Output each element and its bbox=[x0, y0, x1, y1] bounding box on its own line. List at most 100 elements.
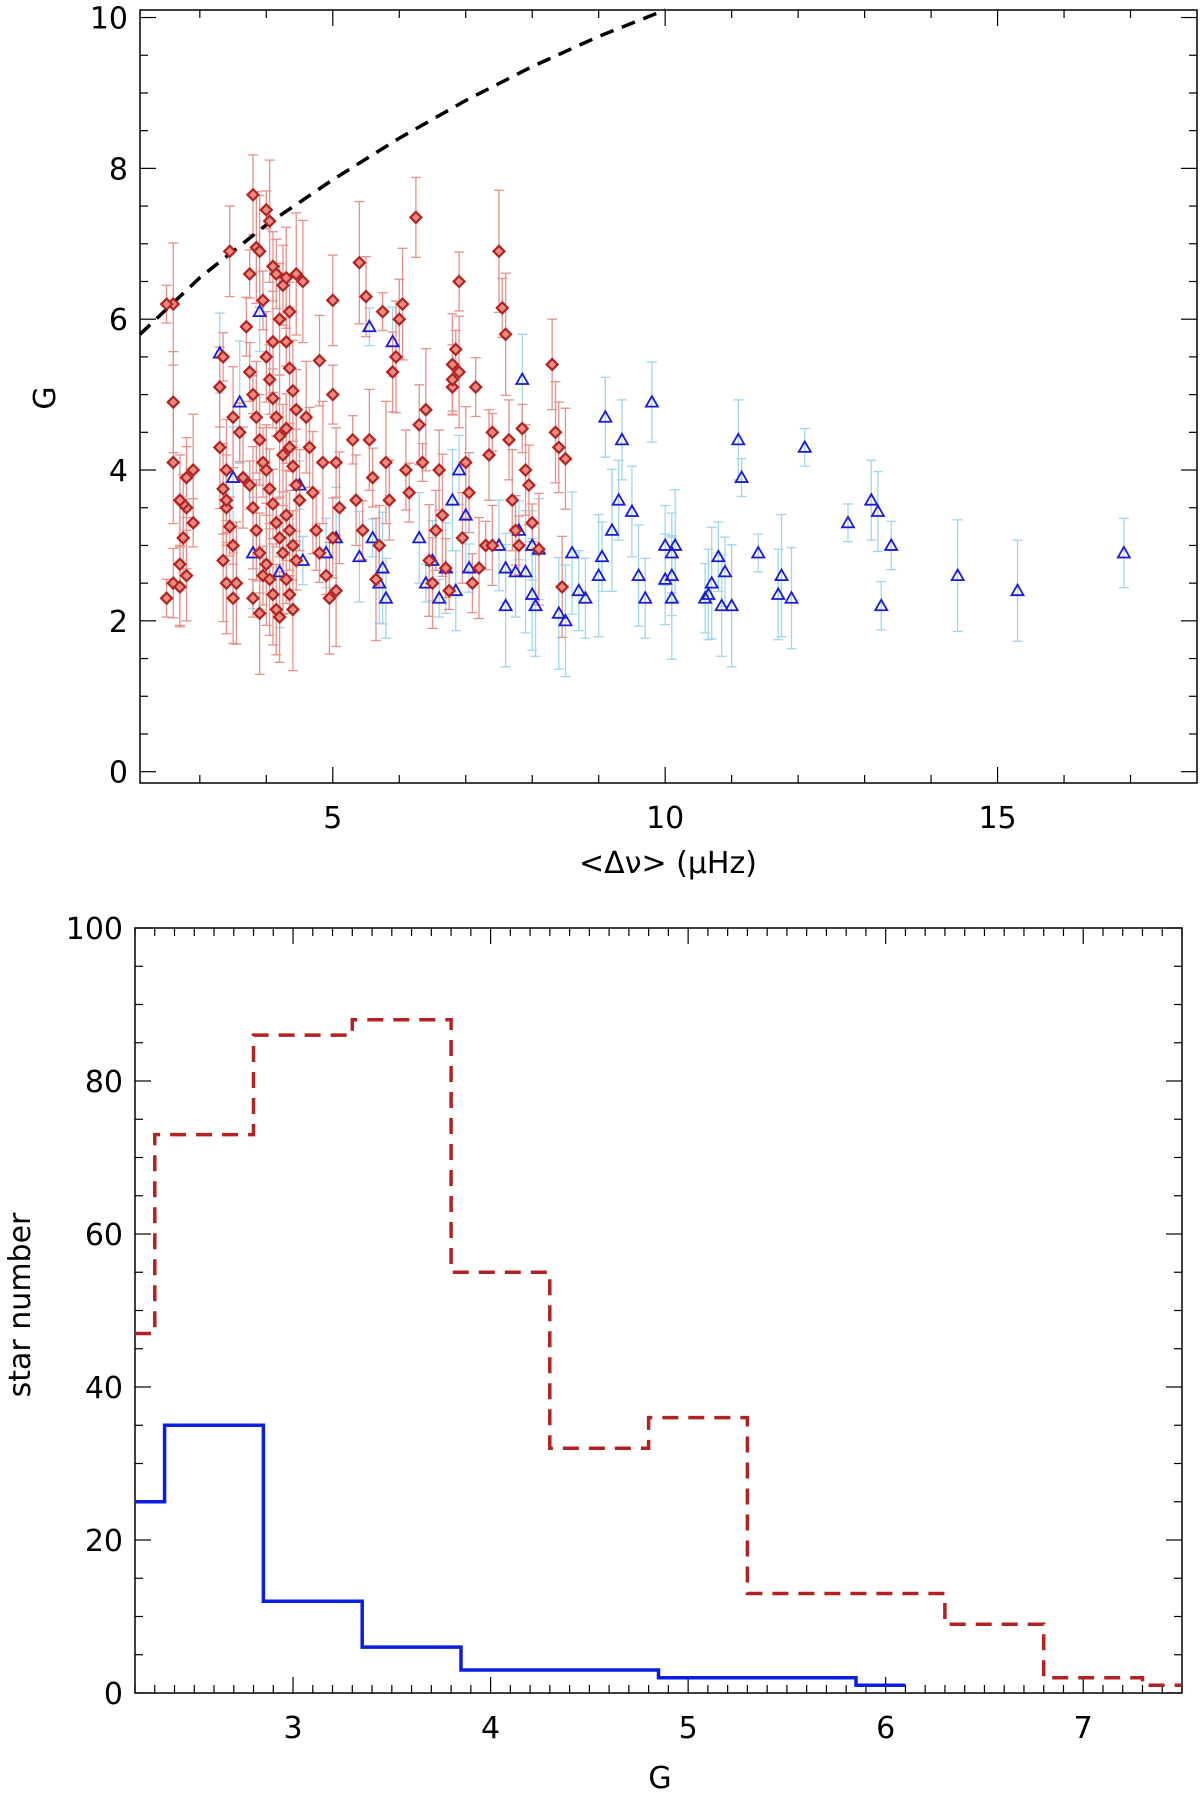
diamond-point bbox=[269, 515, 284, 530]
triangle-point bbox=[571, 582, 587, 597]
diamond-point bbox=[358, 289, 374, 304]
histogram-red-dashed-series bbox=[135, 1018, 1182, 1688]
diamond-point bbox=[216, 349, 231, 364]
triangle-point bbox=[557, 613, 574, 627]
triangle-point bbox=[714, 597, 730, 612]
diamond-point bbox=[279, 508, 294, 523]
diamond-point bbox=[448, 342, 463, 357]
diamond-point bbox=[521, 478, 536, 493]
triangle-point bbox=[361, 318, 377, 333]
diamond-point bbox=[302, 440, 317, 455]
diamond-point bbox=[508, 523, 523, 538]
diamond-point bbox=[375, 304, 390, 319]
diamond-point bbox=[329, 455, 344, 470]
diamond-point bbox=[279, 270, 294, 285]
diamond-point bbox=[279, 421, 294, 436]
diamond-point bbox=[415, 455, 430, 470]
diamond-point bbox=[289, 402, 304, 417]
y-tick-label: 100 bbox=[66, 912, 123, 947]
diamond-point bbox=[172, 557, 187, 572]
triangle-point bbox=[700, 586, 716, 600]
x-tick-label: 7 bbox=[1074, 1711, 1093, 1746]
diamond-point bbox=[252, 244, 267, 259]
diamond-point bbox=[498, 327, 513, 342]
diamond-point bbox=[428, 523, 443, 538]
diamond-point bbox=[212, 380, 227, 395]
diamond-point bbox=[402, 485, 417, 500]
diamond-point bbox=[226, 538, 241, 553]
diamond-point bbox=[485, 425, 500, 440]
diamond-point bbox=[382, 493, 397, 508]
triangle-point bbox=[797, 439, 813, 453]
diamond-point bbox=[219, 500, 234, 515]
scatter-plot-frame bbox=[139, 9, 1198, 784]
diamond-point bbox=[265, 391, 281, 406]
diamond-point bbox=[272, 312, 287, 327]
diamond-point bbox=[555, 579, 570, 594]
diamond-point bbox=[438, 561, 453, 576]
triangle-point bbox=[1009, 582, 1026, 597]
diamond-point bbox=[545, 357, 560, 372]
y-tick-label: 80 bbox=[85, 1065, 123, 1100]
diamond-point bbox=[229, 576, 244, 591]
diamond-point bbox=[289, 266, 304, 282]
diamond-point bbox=[395, 297, 410, 312]
triangle-point bbox=[664, 590, 680, 604]
diamond-point bbox=[166, 455, 181, 470]
triangle-point bbox=[551, 605, 567, 619]
diamond-point bbox=[252, 606, 267, 621]
triangle-point bbox=[591, 567, 607, 582]
triangle-point bbox=[577, 590, 593, 604]
y-tick-label: 10 bbox=[90, 2, 128, 37]
diamond-point bbox=[465, 576, 480, 591]
scatter-tick-labels: 5 10 15 0 2 4 6 8 10 bbox=[90, 2, 1017, 836]
triangle-point bbox=[375, 560, 391, 574]
histogram-panel: 3 4 5 6 7 0 20 40 60 80 100 G star number bbox=[3, 912, 1183, 1793]
triangle-point bbox=[863, 492, 879, 506]
x-tick-label: 15 bbox=[978, 801, 1016, 836]
y-tick-label: 60 bbox=[85, 1218, 123, 1253]
diamond-point bbox=[279, 572, 294, 587]
diamond-point bbox=[272, 429, 287, 444]
diamond-point bbox=[285, 602, 300, 617]
diamond-point bbox=[265, 334, 281, 349]
triangle-point bbox=[624, 503, 640, 517]
diamond-point bbox=[511, 538, 526, 553]
diamond-point bbox=[558, 451, 573, 466]
diamond-point bbox=[172, 493, 187, 508]
y-tick-label: 40 bbox=[85, 1371, 123, 1406]
triangle-point bbox=[524, 537, 540, 551]
diamond-point bbox=[255, 293, 271, 308]
triangle-point bbox=[378, 590, 394, 604]
diamond-point bbox=[186, 515, 201, 530]
triangle-point bbox=[873, 597, 889, 612]
diamond-point bbox=[245, 387, 261, 402]
diamond-point bbox=[216, 553, 231, 568]
diamond-point bbox=[551, 440, 566, 455]
diamond-point bbox=[275, 447, 290, 463]
triangle-point bbox=[498, 560, 514, 574]
triangle-point bbox=[644, 394, 660, 408]
diamond-point bbox=[245, 500, 261, 515]
triangle-point bbox=[717, 564, 733, 578]
diamond-point bbox=[392, 312, 407, 327]
triangle-point bbox=[594, 548, 610, 563]
diamond-point bbox=[289, 478, 304, 493]
triangle-point bbox=[840, 515, 856, 529]
diamond-point bbox=[531, 542, 546, 557]
diamond-point bbox=[212, 440, 227, 455]
diamond-point bbox=[485, 538, 500, 553]
diamond-point bbox=[226, 591, 241, 606]
diamond-point bbox=[468, 380, 483, 395]
triangle-point bbox=[564, 545, 580, 559]
diamond-point bbox=[432, 462, 447, 478]
diamond-point bbox=[235, 470, 251, 485]
triangle-point bbox=[508, 564, 524, 578]
diamond-point bbox=[332, 500, 347, 515]
y-tick-label: 2 bbox=[109, 605, 128, 640]
diamond-point bbox=[505, 493, 520, 508]
scatter-y-axis-title: G bbox=[28, 386, 63, 409]
diamond-point bbox=[471, 561, 487, 576]
x-tick-label: 5 bbox=[323, 801, 342, 836]
triangle-point bbox=[252, 303, 268, 318]
